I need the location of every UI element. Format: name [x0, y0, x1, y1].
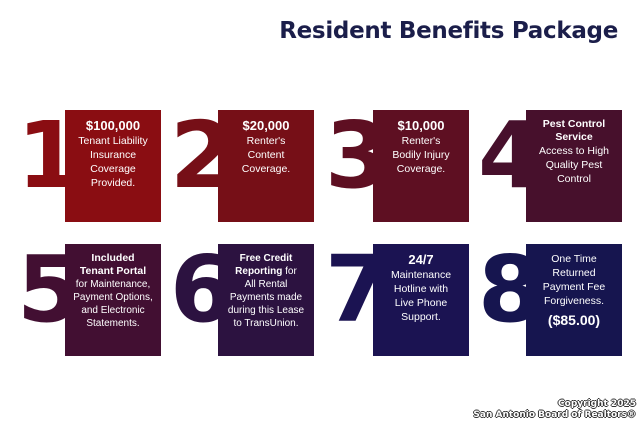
benefit-heading-suffix: for: [282, 266, 297, 277]
benefit-heading: Free Credit Reporting: [235, 253, 293, 277]
benefit-panel: Pest Control Service Access to High Qual…: [526, 110, 622, 222]
benefit-card-1: 1 $100,000 Tenant Liability Insurance Co…: [17, 110, 161, 222]
benefit-panel: One Time Returned Payment Fee Forgivenes…: [526, 244, 622, 356]
benefit-body: All Rental Payments made during this Lea…: [227, 279, 305, 329]
benefit-heading: $100,000: [85, 118, 141, 133]
benefit-body: Tenant Liability Insurance Coverage Prov…: [78, 135, 148, 189]
benefit-heading: Included Tenant Portal: [79, 252, 147, 277]
benefit-heading: 24/7: [408, 252, 434, 267]
copyright-line: Copyright 2025: [558, 399, 636, 409]
benefit-card-8: 8 One Time Returned Payment Fee Forgiven…: [478, 244, 622, 356]
benefit-card-4: 4 Pest Control Service Access to High Qu…: [478, 110, 622, 222]
benefit-panel: Free Credit Reporting for All Rental Pay…: [218, 244, 314, 356]
copyright-owner: San Antonio Board of Realtors®: [473, 410, 636, 420]
benefit-panel: $10,000 Renter's Bodily Injury Coverage.: [373, 110, 469, 222]
benefit-heading: ($85.00): [547, 312, 601, 328]
page-title: Resident Benefits Package: [279, 18, 618, 44]
benefit-card-7: 7 24/7 Maintenance Hotline with Live Pho…: [325, 244, 469, 356]
benefit-body: Access to High Quality Pest Control: [538, 145, 610, 185]
benefit-panel: 24/7 Maintenance Hotline with Live Phone…: [373, 244, 469, 356]
benefit-panel: $100,000 Tenant Liability Insurance Cove…: [65, 110, 161, 222]
benefit-body: Maintenance Hotline with Live Phone Supp…: [390, 269, 452, 323]
benefit-card-3: 3 $10,000 Renter's Bodily Injury Coverag…: [325, 110, 469, 222]
benefit-body: for Maintenance, Payment Options, and El…: [73, 279, 153, 329]
benefit-heading: $10,000: [397, 118, 445, 133]
benefit-card-6: 6 Free Credit Reporting for All Rental P…: [170, 244, 314, 356]
benefit-body: Renter's Bodily Injury Coverage.: [392, 135, 450, 175]
benefit-card-5: 5 Included Tenant Portal for Maintenance…: [17, 244, 161, 356]
benefit-heading: $20,000: [242, 118, 290, 133]
benefit-panel: Included Tenant Portal for Maintenance, …: [65, 244, 161, 356]
benefit-heading-line: Free Credit Reporting for: [226, 252, 306, 278]
benefit-body: Renter's Content Coverage.: [241, 135, 291, 175]
benefit-body: One Time Returned Payment Fee Forgivenes…: [542, 253, 606, 307]
benefit-heading: Pest Control Service: [542, 118, 606, 143]
copyright-notice: Copyright 2025 San Antonio Board of Real…: [473, 399, 636, 421]
benefit-card-2: 2 $20,000 Renter's Content Coverage.: [170, 110, 314, 222]
benefit-panel: $20,000 Renter's Content Coverage.: [218, 110, 314, 222]
